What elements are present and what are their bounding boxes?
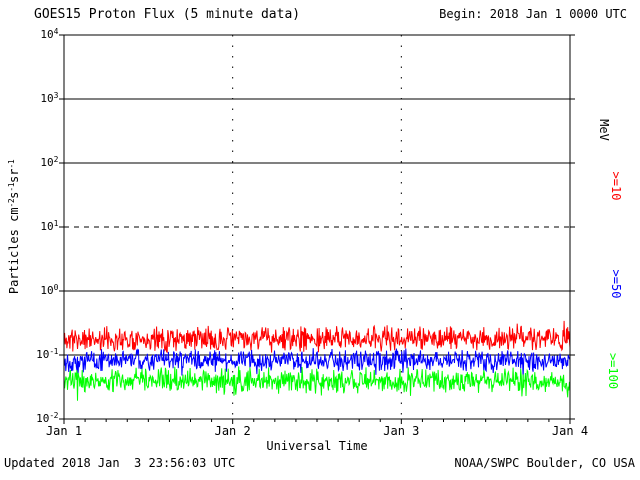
series-line-ge100 <box>63 366 571 401</box>
x-axis-label: Universal Time <box>266 439 368 453</box>
chart-title: GOES15 Proton Flux (5 minute data) <box>34 7 301 22</box>
x-tick-label: Jan 3 <box>383 424 420 438</box>
y-axis-label: Particles cm-2s-1sr-1 <box>7 159 21 295</box>
units-label: MeV <box>597 119 611 141</box>
x-tick-label: Jan 1 <box>45 424 83 438</box>
updated-timestamp: Updated 2018 Jan 3 23:56:03 UTC <box>4 456 236 470</box>
begin-timestamp-label: Begin: 2018 Jan 1 0000 UTC <box>439 7 627 21</box>
y-tick-label: 102 <box>40 155 58 169</box>
y-tick-label: 101 <box>40 219 58 233</box>
x-tick-label: Jan 2 <box>214 424 251 438</box>
x-tick-label: Jan 4 <box>551 424 589 438</box>
plot-border <box>63 34 571 420</box>
series-label-ge50: >=50 <box>609 269 623 299</box>
series-label-ge100: >=100 <box>606 352 620 390</box>
y-tick-label: 103 <box>40 91 58 105</box>
y-tick-label: 10-1 <box>36 347 58 361</box>
y-tick-label: 104 <box>40 27 58 41</box>
source-attribution: NOAA/SWPC Boulder, CO USA <box>454 456 635 470</box>
series-line-ge50 <box>63 348 571 379</box>
series-label-ge10: >=10 <box>609 171 623 201</box>
y-tick-label: 100 <box>40 283 58 297</box>
y-tick-label: 10-2 <box>36 411 58 425</box>
series-line-ge10 <box>63 320 571 354</box>
